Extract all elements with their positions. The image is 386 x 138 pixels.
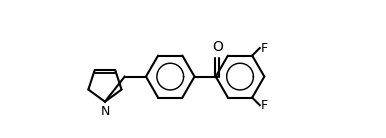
Text: N: N [100,105,110,118]
Text: O: O [212,40,223,54]
Text: F: F [261,99,268,112]
Text: F: F [261,42,268,55]
